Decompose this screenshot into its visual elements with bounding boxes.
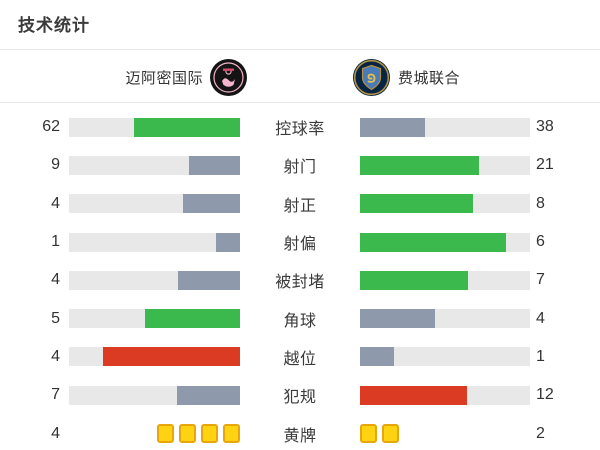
- stat-row-角球: 5 角球 4: [0, 299, 600, 337]
- home-value: 4: [51, 194, 60, 212]
- stat-row-被封堵: 4 被封堵 7: [0, 261, 600, 299]
- yellow-card-icon: [201, 424, 218, 444]
- away-value: 4: [536, 309, 545, 327]
- stat-row-射偏: 1 射偏 6: [0, 223, 600, 261]
- home-bar-fill: [215, 232, 240, 252]
- stat-row-黄牌: 4 黄牌 2: [0, 414, 600, 450]
- away-bar-fill: [360, 347, 394, 367]
- stat-row-越位: 4 越位 1: [0, 338, 600, 376]
- away-bar-track: [360, 270, 530, 290]
- home-value: 9: [51, 156, 60, 174]
- home-value: 4: [51, 347, 60, 365]
- home-value: 7: [51, 386, 60, 404]
- header-divider: [0, 102, 600, 103]
- home-value: 1: [51, 233, 60, 251]
- stat-label: 被封堵: [275, 274, 325, 292]
- home-team-header[interactable]: 迈阿密国际: [0, 58, 247, 96]
- away-bar-track: [360, 117, 530, 137]
- home-value: 4: [51, 424, 60, 442]
- stat-row-射正: 4 射正 8: [0, 185, 600, 223]
- home-bar-track: [69, 194, 240, 214]
- away-bar-fill: [360, 270, 469, 290]
- stat-label: 角球: [283, 312, 317, 330]
- stat-row-犯规: 7 犯规 12: [0, 376, 600, 414]
- away-bar-track: [360, 155, 530, 175]
- away-value: 7: [536, 271, 545, 289]
- yellow-card-icon: [382, 424, 399, 444]
- home-value: 62: [42, 118, 60, 136]
- away-yellow-cards: [360, 424, 530, 444]
- home-bar-fill: [177, 385, 240, 405]
- stat-row-射门: 9 射门 21: [0, 146, 600, 184]
- home-value: 5: [51, 309, 60, 327]
- away-value: 21: [536, 156, 554, 174]
- home-bar-track: [69, 347, 240, 367]
- home-bar-fill: [183, 194, 240, 214]
- yellow-card-icon: [223, 424, 240, 444]
- stat-label: 越位: [283, 350, 317, 368]
- home-bar-track: [69, 385, 240, 405]
- home-bar-fill: [144, 309, 240, 329]
- home-yellow-cards: [69, 424, 240, 444]
- stats-rows: 62 控球率 38 9 射门 21 4 射正 8 1 射偏 6 4 被封堵 7 5 角球 4 4 越位 1 7 犯规 12 4 黄…: [0, 108, 600, 450]
- yellow-card-icon: [360, 424, 377, 444]
- stat-label: 射偏: [283, 236, 317, 254]
- away-team-header[interactable]: 费城联合: [353, 58, 460, 96]
- away-value: 38: [536, 118, 554, 136]
- panel-title: 技术统计: [18, 16, 90, 35]
- stat-label: 控球率: [275, 121, 325, 139]
- home-bar-track: [69, 232, 240, 252]
- away-value: 6: [536, 233, 545, 251]
- philadelphia-union-crest-icon: [353, 58, 390, 96]
- away-bar-fill: [360, 309, 436, 329]
- stat-label: 犯规: [283, 389, 317, 407]
- home-bar-fill: [188, 155, 240, 175]
- stat-label: 黄牌: [283, 427, 317, 445]
- stat-label: 射门: [283, 159, 317, 177]
- away-bar-track: [360, 232, 530, 252]
- home-bar-track: [69, 117, 240, 137]
- home-bar-track: [69, 270, 240, 290]
- away-bar-fill: [360, 194, 474, 214]
- title-divider: [0, 49, 600, 50]
- away-bar-fill: [360, 232, 506, 252]
- away-bar-track: [360, 385, 530, 405]
- away-value: 12: [536, 386, 554, 404]
- home-bar-track: [69, 309, 240, 329]
- home-bar-track: [69, 155, 240, 175]
- home-bar-fill: [133, 117, 240, 137]
- away-bar-track: [360, 347, 530, 367]
- stat-row-控球率: 62 控球率 38: [0, 108, 600, 146]
- away-bar-fill: [360, 385, 468, 405]
- away-bar-fill: [360, 117, 425, 137]
- home-bar-fill: [103, 347, 240, 367]
- home-team-name: 迈阿密国际: [125, 69, 203, 87]
- stat-label: 射正: [283, 197, 317, 215]
- yellow-card-icon: [179, 424, 196, 444]
- away-value: 2: [536, 424, 545, 442]
- inter-miami-crest-icon: [210, 58, 247, 96]
- home-bar-fill: [177, 270, 240, 290]
- away-value: 8: [536, 194, 545, 212]
- away-bar-track: [360, 309, 530, 329]
- yellow-card-icon: [157, 424, 174, 444]
- away-value: 1: [536, 347, 545, 365]
- away-bar-fill: [360, 155, 479, 175]
- home-value: 4: [51, 271, 60, 289]
- away-bar-track: [360, 194, 530, 214]
- away-team-name: 费城联合: [398, 69, 461, 87]
